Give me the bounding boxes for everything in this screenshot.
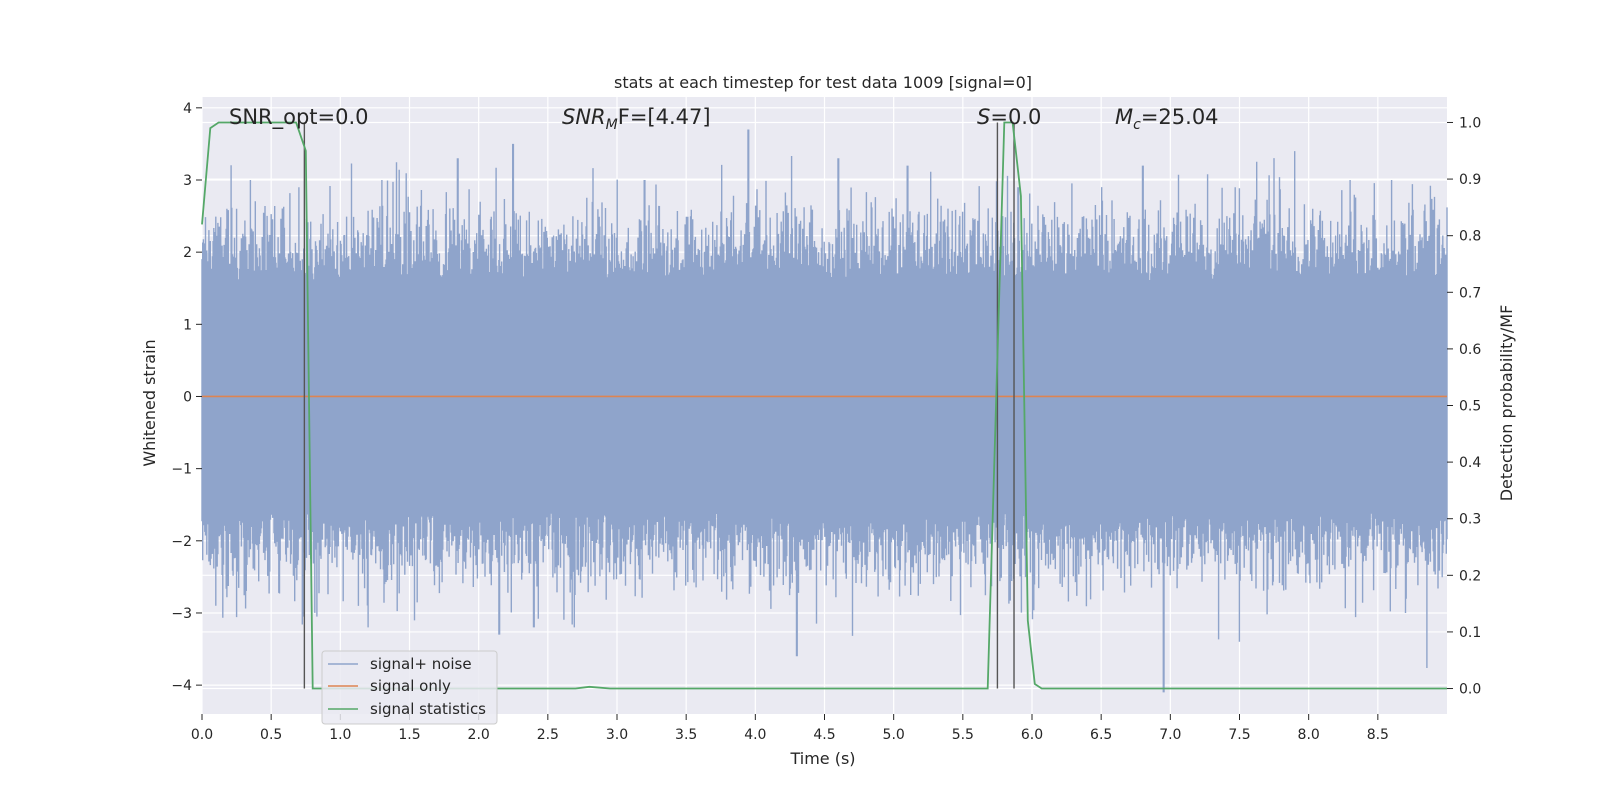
- annotation-s-italic: S: [977, 105, 990, 129]
- y-tick-label: 3: [183, 173, 192, 189]
- legend: signal+ noise signal only signal statist…: [321, 650, 498, 725]
- annotation-snr-mf-tail: F=[4.47]: [618, 105, 711, 129]
- annotation-mc-sub: c: [1133, 117, 1141, 133]
- y2-tick-label: 0.5: [1459, 399, 1481, 415]
- annotation-s: S=0.0: [977, 105, 1041, 129]
- x-tick-label: 7.5: [1228, 727, 1250, 743]
- noise-trace: [201, 129, 1448, 693]
- legend-label-signal-only: signal only: [370, 677, 451, 695]
- x-tick-label: 2.0: [468, 727, 490, 743]
- annotation-mc-base: M: [1115, 105, 1133, 129]
- annotation-s-tail: =0.0: [990, 105, 1041, 129]
- chart-title: stats at each timestep for test data 100…: [614, 73, 1032, 92]
- x-tick-label: 4.5: [813, 727, 835, 743]
- annotation-mc-tail: =25.04: [1141, 105, 1219, 129]
- y-tick-label: −3: [171, 606, 192, 622]
- y2-tick-label: 1.0: [1459, 115, 1481, 131]
- y-tick-label: 4: [183, 101, 192, 117]
- x-tick-label: 6.5: [1090, 727, 1112, 743]
- legend-label-signal-noise: signal+ noise: [370, 655, 472, 673]
- x-axis: 0.0 0.5 1.0 1.5 2.0 2.5 3.0 3.5 4.0 4.5 5.0 5.5 6.0 6…: [191, 714, 1389, 743]
- legend-label-signal-statistics: signal statistics: [370, 700, 486, 718]
- y2-tick-label: 0.6: [1459, 342, 1481, 358]
- y-tick-label: −1: [171, 462, 192, 478]
- x-tick-label: 3.5: [675, 727, 697, 743]
- x-tick-label: 1.5: [398, 727, 420, 743]
- x-tick-label: 5.0: [883, 727, 905, 743]
- annotations: SNR_opt=0.0 SNRMF=[4.47] S=0.0 Mc=25.04: [229, 105, 1219, 133]
- y2-tick-label: 0.3: [1459, 512, 1481, 528]
- y-tick-label: 1: [183, 317, 192, 333]
- y2-tick-label: 0.0: [1459, 682, 1481, 698]
- y-tick-label: 2: [183, 245, 192, 261]
- x-tick-label: 8.5: [1367, 727, 1389, 743]
- y-tick-label: 0: [183, 389, 192, 405]
- x-tick-label: 0.5: [260, 727, 282, 743]
- y2-tick-label: 0.9: [1459, 172, 1481, 188]
- y-axis-left: 4 3 2 1 0 −1 −2 −3 −4: [171, 101, 202, 694]
- x-tick-label: 3.0: [606, 727, 628, 743]
- x-tick-label: 8.0: [1298, 727, 1320, 743]
- y-tick-label: −2: [171, 534, 192, 550]
- x-tick-label: 2.5: [537, 727, 559, 743]
- y-tick-label: −4: [171, 678, 192, 694]
- y2-tick-label: 0.2: [1459, 568, 1481, 584]
- annotation-snr-mf-sub: M: [606, 117, 618, 133]
- y-axis-right: 1.0 0.9 0.8 0.7 0.6 0.5 0.4 0.3 0.2 0.1 0.0: [1447, 115, 1481, 698]
- series-signal-noise: [201, 129, 1448, 693]
- x-tick-label: 4.0: [744, 727, 766, 743]
- x-tick-label: 6.0: [1021, 727, 1043, 743]
- x-tick-label: 1.0: [329, 727, 351, 743]
- y2-tick-label: 0.8: [1459, 229, 1481, 245]
- signal-statistics-line: [201, 121, 1447, 690]
- series-signal-statistics: [201, 121, 1447, 690]
- x-tick-label: 7.0: [1159, 727, 1181, 743]
- annotation-snr-opt: SNR_opt=0.0: [229, 105, 369, 130]
- y2-axis-label: Detection probability/MF: [1497, 305, 1516, 502]
- annotation-snr-mf-base: SNR: [562, 105, 606, 129]
- y2-tick-label: 0.7: [1459, 285, 1481, 301]
- vertical-markers: [303, 122, 1015, 689]
- annotation-mc: Mc=25.04: [1115, 105, 1219, 133]
- y2-tick-label: 0.1: [1459, 625, 1481, 641]
- x-tick-label: 5.5: [952, 727, 974, 743]
- x-axis-label: Time (s): [789, 749, 855, 768]
- x-tick-label: 0.0: [191, 727, 213, 743]
- y2-tick-label: 0.4: [1459, 455, 1481, 471]
- annotation-snr-mf: SNRMF=[4.47]: [562, 105, 711, 133]
- y-axis-label: Whitened strain: [140, 339, 159, 466]
- legend-box: [321, 650, 498, 725]
